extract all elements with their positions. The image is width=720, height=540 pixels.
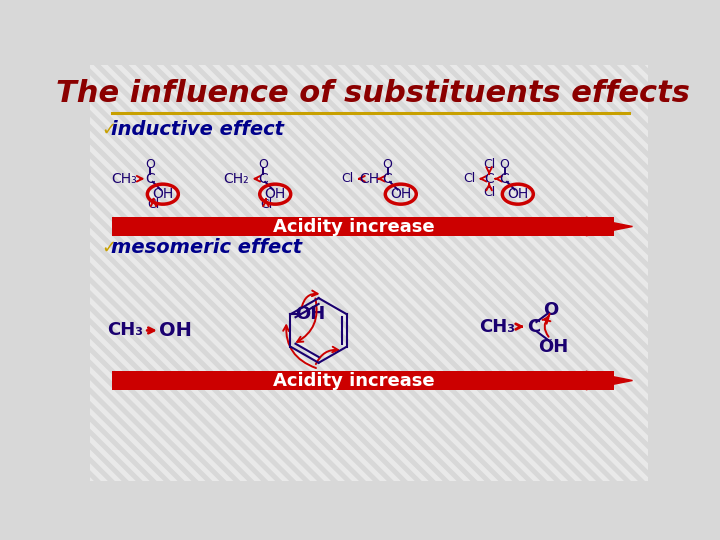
Text: CH₃: CH₃	[479, 318, 515, 335]
Text: OH: OH	[159, 321, 192, 340]
Text: inductive effect: inductive effect	[111, 120, 284, 139]
Text: CH₂: CH₂	[223, 172, 249, 186]
Text: C: C	[500, 172, 510, 186]
Text: OH: OH	[152, 187, 174, 201]
Text: ··: ··	[546, 334, 554, 347]
Text: ··: ··	[302, 302, 310, 315]
Polygon shape	[586, 372, 632, 390]
Text: Acidity increase: Acidity increase	[273, 218, 434, 235]
Text: CH₃: CH₃	[111, 172, 137, 186]
Polygon shape	[586, 217, 632, 236]
Text: ✓: ✓	[101, 120, 116, 138]
Text: O: O	[258, 158, 268, 171]
Text: Cl: Cl	[341, 172, 354, 185]
Text: OH: OH	[390, 187, 411, 201]
Text: Cl: Cl	[260, 198, 272, 212]
Text: O: O	[145, 158, 156, 171]
Text: O: O	[500, 158, 510, 171]
Text: Acidity increase: Acidity increase	[273, 372, 434, 389]
Text: C: C	[526, 318, 540, 335]
Text: Cl: Cl	[483, 158, 495, 171]
Text: OH: OH	[265, 187, 286, 201]
Text: C: C	[485, 172, 494, 186]
Text: C: C	[383, 172, 392, 186]
Text: Cl: Cl	[483, 186, 495, 199]
Text: Cl: Cl	[148, 198, 160, 212]
Text: O: O	[544, 301, 559, 319]
Text: OH: OH	[539, 338, 569, 356]
Text: OH: OH	[507, 187, 528, 201]
Bar	[112, 217, 614, 236]
Text: OH: OH	[294, 305, 325, 323]
Text: C: C	[145, 172, 156, 186]
Text: O: O	[382, 158, 392, 171]
Text: ✓: ✓	[101, 238, 116, 256]
Text: CH₃: CH₃	[107, 321, 143, 340]
Text: CH: CH	[359, 172, 379, 186]
Bar	[112, 372, 614, 390]
Text: Cl: Cl	[463, 172, 475, 185]
Text: C: C	[258, 172, 268, 186]
Text: The influence of substituents effects: The influence of substituents effects	[56, 79, 690, 108]
Text: mesomeric effect: mesomeric effect	[111, 238, 302, 257]
